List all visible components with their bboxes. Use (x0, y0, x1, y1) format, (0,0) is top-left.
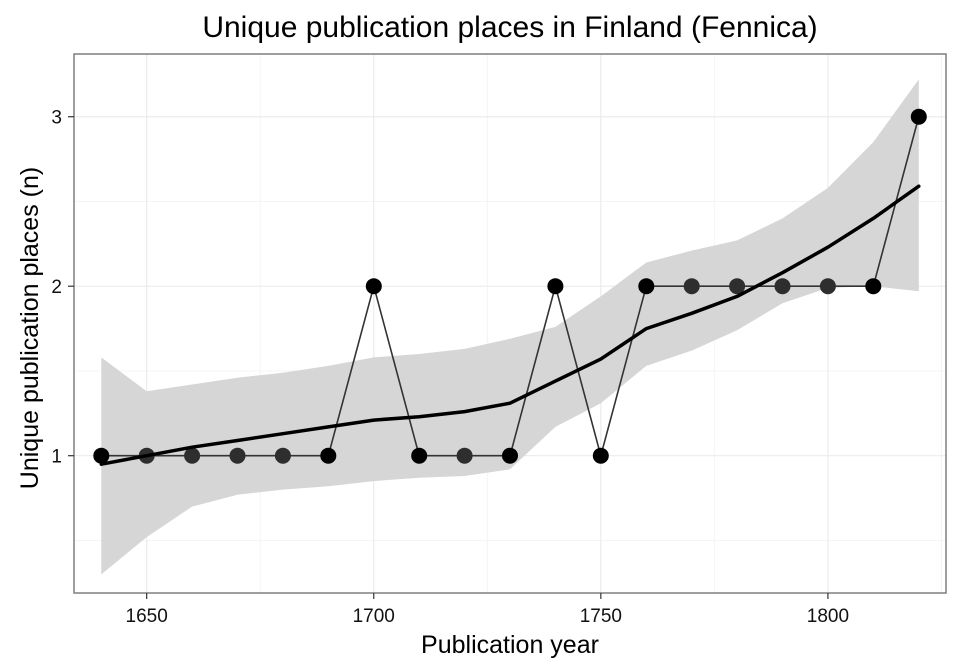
smooth-fit-line (99, 184, 921, 466)
data-point (638, 278, 655, 295)
confidence-ribbon-layer (101, 79, 919, 575)
confidence-ribbon (101, 79, 919, 575)
data-point (683, 278, 700, 295)
y-axis: 1 2 3 (51, 108, 74, 468)
data-point (93, 447, 110, 464)
plot-panel-border (73, 53, 947, 594)
x-tick-label: 1650 (126, 606, 168, 627)
data-point (547, 278, 564, 295)
x-tick-label: 1750 (580, 606, 622, 627)
data-point (502, 447, 518, 464)
y-tick-label: 1 (51, 447, 62, 468)
y-tick-label: 2 (51, 277, 62, 298)
data-point (365, 278, 382, 295)
data-point (865, 278, 882, 295)
data-point (592, 447, 609, 464)
grid-layer (74, 54, 946, 593)
smooth-fit-layer (99, 184, 921, 466)
data-points-layer (93, 108, 927, 464)
data-point (774, 278, 791, 295)
data-point (320, 447, 337, 464)
x-tick-label: 1700 (353, 606, 395, 627)
data-point (819, 278, 836, 295)
data-point (729, 278, 746, 295)
y-tick-label: 3 (51, 108, 62, 129)
data-point (456, 447, 473, 464)
data-point (274, 447, 291, 464)
y-axis-title: Unique publication places (n) (16, 167, 44, 489)
data-point (411, 447, 428, 464)
data-point (910, 108, 927, 125)
x-tick-label: 1800 (807, 606, 849, 627)
x-axis: 1650 1700 1750 1800 (126, 593, 849, 627)
x-axis-title: Publication year (421, 631, 599, 659)
chart-title: Unique publication places in Finland (Fe… (202, 11, 817, 44)
data-point (229, 447, 246, 464)
data-point (184, 447, 201, 464)
